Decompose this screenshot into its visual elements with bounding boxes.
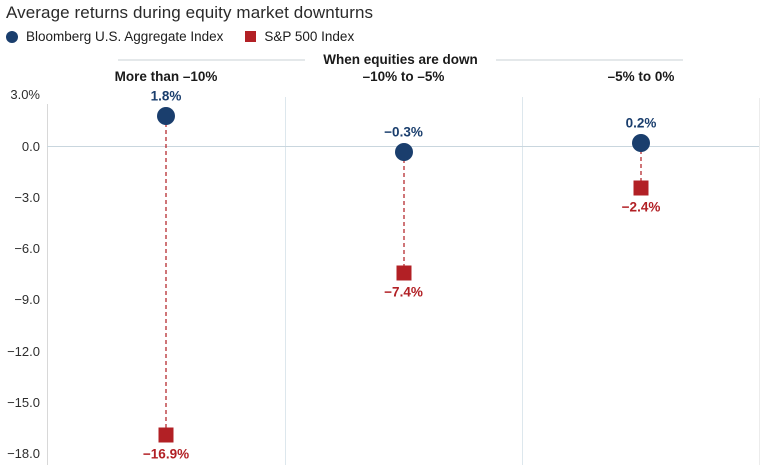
y-axis-line bbox=[47, 104, 48, 465]
value-label-sp500: −16.9% bbox=[142, 446, 190, 462]
y-tick-label: −9.0 bbox=[14, 292, 40, 308]
y-tick-label: −15.0 bbox=[7, 395, 40, 410]
y-tick-label: −6.0 bbox=[14, 241, 40, 257]
data-point-circle bbox=[632, 134, 650, 153]
data-point-square bbox=[396, 265, 411, 281]
y-tick-label: −3.0 bbox=[14, 189, 40, 205]
y-tick-label: 0.0 bbox=[21, 138, 40, 154]
header-rule-right bbox=[495, 58, 683, 61]
connector-line bbox=[640, 143, 642, 188]
category-label: –5% to 0% bbox=[607, 69, 675, 84]
category-label: –10% to –5% bbox=[362, 69, 445, 84]
legend-label-aggregate-index: Bloomberg U.S. Aggregate Index bbox=[26, 29, 224, 44]
data-point-circle bbox=[394, 142, 413, 161]
value-label-aggregate: 1.8% bbox=[150, 88, 182, 104]
value-label-aggregate: 0.2% bbox=[625, 115, 657, 131]
category-label: More than –10% bbox=[114, 69, 218, 84]
value-label-sp500: −2.4% bbox=[621, 199, 661, 215]
connector-line bbox=[165, 115, 167, 436]
column-separator bbox=[522, 97, 523, 465]
chart-legend: Bloomberg U.S. Aggregate Index S&P 500 I… bbox=[6, 29, 354, 44]
legend-label-sp500-index: S&P 500 Index bbox=[264, 29, 355, 44]
connector-line bbox=[402, 151, 405, 274]
group-header: When equities are down bbox=[118, 51, 683, 68]
data-point-circle bbox=[157, 106, 175, 125]
data-point-square bbox=[633, 180, 649, 196]
value-label-sp500: −7.4% bbox=[384, 284, 423, 300]
y-tick-label: −18.0 bbox=[7, 446, 40, 462]
value-label-aggregate: −0.3% bbox=[384, 124, 423, 140]
y-tick-label: 3.0% bbox=[10, 87, 40, 103]
y-tick-label: −12.0 bbox=[7, 343, 40, 359]
column-separator bbox=[285, 97, 286, 465]
legend-item-sp500-index: S&P 500 Index bbox=[245, 29, 354, 44]
circle-marker-icon bbox=[6, 30, 18, 43]
square-marker-icon bbox=[245, 31, 257, 42]
plot-right-border bbox=[759, 98, 760, 465]
chart-title: Average returns during equity market dow… bbox=[6, 3, 374, 22]
legend-item-aggregate-index: Bloomberg U.S. Aggregate Index bbox=[6, 29, 223, 44]
data-point-square bbox=[158, 427, 174, 443]
group-header-label: When equities are down bbox=[323, 52, 478, 67]
header-rule-left bbox=[118, 58, 306, 61]
